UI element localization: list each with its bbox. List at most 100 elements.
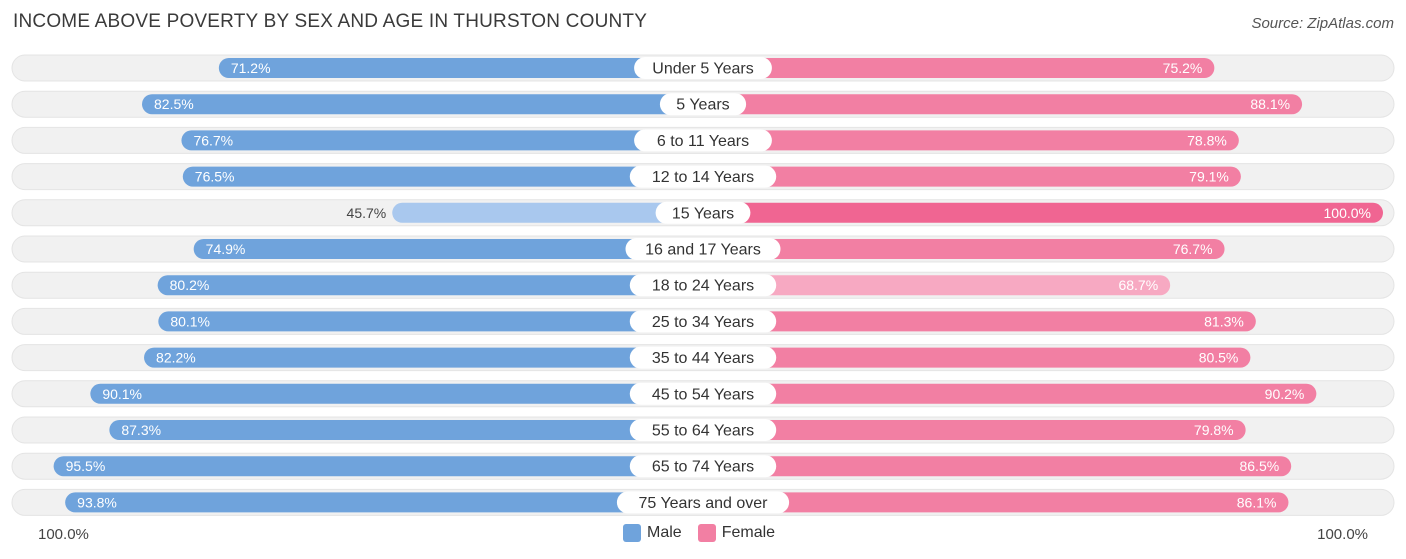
- male-bar: [142, 94, 703, 115]
- category-label: 45 to 54 Years: [652, 386, 754, 403]
- row-1: 82.5% 88.1% 5 Years: [11, 90, 1395, 118]
- male-bar: [181, 130, 703, 151]
- male-value-label: 87.3%: [121, 422, 161, 438]
- row-8: 82.2% 80.5% 35 to 44 Years: [11, 344, 1395, 372]
- female-bar: [703, 94, 1303, 115]
- female-value-label: 86.5%: [1239, 458, 1279, 474]
- category-pill: [629, 346, 777, 369]
- axis-left-label: 100.0%: [38, 526, 89, 543]
- male-bar: [218, 58, 703, 78]
- male-value-label: 76.7%: [193, 132, 233, 148]
- category-pill: [616, 491, 790, 514]
- female-bar: [703, 202, 1383, 223]
- category-label: 75 Years and over: [639, 495, 769, 512]
- female-bar: [703, 311, 1256, 332]
- row-4: 45.7% 100.0% 15 Years: [11, 199, 1395, 227]
- female-bar: [703, 239, 1225, 259]
- category-label: 35 to 44 Years: [652, 350, 754, 367]
- male-value-label: 93.8%: [77, 494, 117, 510]
- female-bar: [703, 456, 1292, 477]
- category-pill: [655, 201, 751, 224]
- female-value-label: 78.8%: [1187, 132, 1227, 148]
- male-value-label: 76.5%: [195, 169, 235, 185]
- female-value-label: 86.1%: [1237, 494, 1277, 510]
- female-bar: [703, 58, 1215, 78]
- female-value-label: 68.7%: [1118, 277, 1158, 293]
- female-bar: [703, 166, 1241, 187]
- category-pill: [629, 455, 777, 478]
- row-9: 90.1% 90.2% 45 to 54 Years: [11, 380, 1395, 408]
- male-bar: [392, 202, 703, 223]
- category-label: 55 to 64 Years: [652, 423, 754, 440]
- row-7: 80.1% 81.3% 25 to 34 Years: [11, 307, 1395, 335]
- female-bar: [703, 275, 1171, 296]
- male-value-label: 45.7%: [347, 205, 387, 221]
- category-pill: [634, 129, 772, 152]
- female-value-label: 79.8%: [1194, 422, 1234, 438]
- row-0: 71.2% 75.2% Under 5 Years: [11, 54, 1395, 82]
- female-bar: [703, 130, 1239, 151]
- legend-label-male: Male: [647, 524, 682, 541]
- female-value-label: 90.2%: [1265, 386, 1305, 402]
- legend-label-female: Female: [721, 524, 776, 541]
- category-label: Under 5 Years: [652, 61, 753, 78]
- male-bar: [193, 239, 703, 259]
- category-pill: [625, 238, 781, 260]
- category-pill: [629, 274, 777, 297]
- female-bar: [703, 492, 1289, 513]
- axis-right-label: 100.0%: [1317, 526, 1368, 543]
- female-value-label: 100.0%: [1324, 205, 1371, 221]
- row-2: 76.7% 78.8% 6 to 11 Years: [11, 126, 1395, 154]
- category-label: 25 to 34 Years: [652, 314, 754, 331]
- category-pill: [659, 93, 747, 116]
- row-11: 95.5% 86.5% 65 to 74 Years: [11, 452, 1395, 480]
- male-value-label: 71.2%: [231, 60, 271, 76]
- source-label: Source: ZipAtlas.com: [1251, 15, 1394, 32]
- category-pill: [629, 419, 777, 441]
- category-pill: [629, 165, 777, 188]
- male-bar: [182, 166, 704, 187]
- female-value-label: 88.1%: [1250, 96, 1290, 112]
- row-6: 80.2% 68.7% 18 to 24 Years: [11, 271, 1395, 299]
- male-value-label: 90.1%: [102, 386, 142, 402]
- category-label: 6 to 11 Years: [657, 133, 749, 150]
- row-3: 76.5% 79.1% 12 to 14 Years: [11, 163, 1395, 191]
- row-5: 74.9% 76.7% 16 and 17 Years: [11, 235, 1395, 263]
- legend: Male Female: [623, 524, 791, 542]
- male-bar: [53, 456, 704, 477]
- category-label: 65 to 74 Years: [652, 459, 754, 476]
- female-bar: [703, 383, 1317, 404]
- category-label: 12 to 14 Years: [652, 169, 754, 186]
- category-pill: [634, 57, 772, 79]
- male-value-label: 80.1%: [170, 313, 210, 329]
- male-value-label: 80.2%: [170, 277, 210, 293]
- male-value-label: 74.9%: [206, 241, 246, 257]
- category-label: 18 to 24 Years: [652, 278, 754, 295]
- chart-title: INCOME ABOVE POVERTY BY SEX AND AGE IN T…: [13, 11, 648, 32]
- male-bar: [157, 275, 703, 296]
- female-value-label: 80.5%: [1199, 350, 1239, 366]
- category-label: 15 Years: [672, 205, 734, 222]
- category-pill: [629, 310, 777, 333]
- male-bar: [109, 420, 704, 440]
- female-bar: [703, 347, 1251, 368]
- female-bar: [703, 420, 1246, 440]
- male-value-label: 82.5%: [154, 96, 194, 112]
- male-value-label: 95.5%: [66, 458, 106, 474]
- legend-swatch-male: [623, 524, 641, 542]
- male-bar: [65, 492, 703, 513]
- male-bar: [90, 383, 703, 404]
- legend-swatch-female: [697, 524, 716, 542]
- legend-item-male: Male: [623, 524, 682, 542]
- category-pill: [629, 382, 777, 405]
- category-label: 5 Years: [676, 97, 729, 114]
- legend-item-female: Female: [697, 524, 776, 542]
- male-bar: [144, 347, 704, 368]
- female-value-label: 81.3%: [1204, 313, 1244, 329]
- male-bar: [158, 311, 703, 332]
- row-12: 93.8% 86.1% 75 Years and over: [11, 488, 1395, 516]
- male-value-label: 82.2%: [156, 350, 196, 366]
- row-10: 87.3% 79.8% 55 to 64 Years: [11, 416, 1395, 444]
- category-label: 16 and 17 Years: [645, 242, 761, 259]
- female-value-label: 76.7%: [1173, 241, 1213, 257]
